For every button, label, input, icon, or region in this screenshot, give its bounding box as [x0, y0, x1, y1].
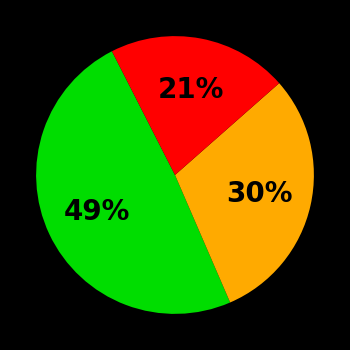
Wedge shape: [36, 51, 230, 314]
Text: 30%: 30%: [226, 180, 292, 208]
Text: 21%: 21%: [158, 76, 224, 104]
Wedge shape: [112, 36, 279, 175]
Text: 49%: 49%: [64, 198, 130, 226]
Wedge shape: [175, 83, 314, 302]
